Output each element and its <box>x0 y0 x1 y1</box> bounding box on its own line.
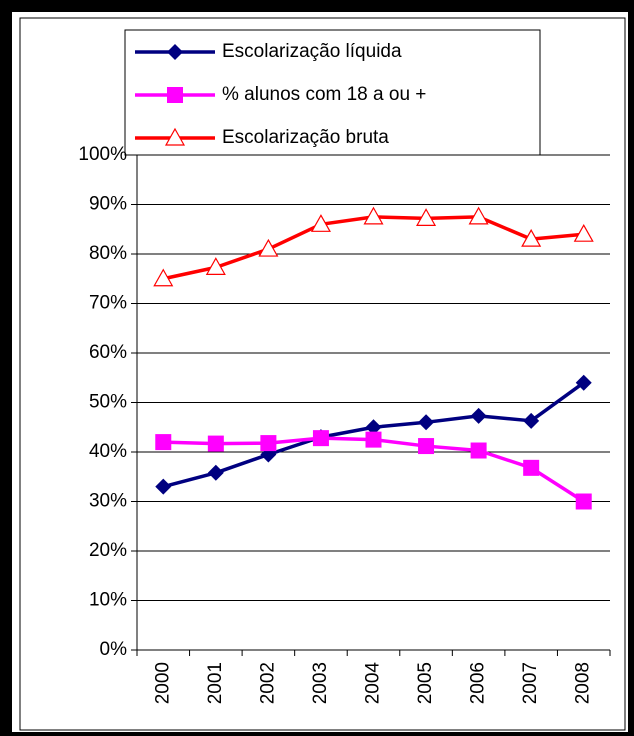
y-tick-label: 10% <box>89 590 127 611</box>
point <box>207 435 224 452</box>
point <box>312 430 329 447</box>
x-tick-label: 2008 <box>573 662 594 704</box>
legend-label: Escolarização bruta <box>222 127 389 148</box>
x-tick-label: 2000 <box>152 662 173 704</box>
point <box>153 268 174 287</box>
point <box>521 228 542 247</box>
point <box>575 374 592 391</box>
point <box>416 208 437 226</box>
x-tick-label: 2003 <box>310 662 331 704</box>
point <box>365 419 382 436</box>
point <box>205 257 226 275</box>
x-tick-label: 2005 <box>415 662 436 704</box>
point <box>575 493 592 510</box>
y-tick-label: 60% <box>89 342 127 363</box>
y-tick-label: 40% <box>89 441 127 462</box>
point <box>523 412 540 429</box>
legend-label: % alunos com 18 a ou + <box>222 84 426 105</box>
x-tick-label: 2001 <box>205 662 226 704</box>
y-tick-label: 80% <box>89 243 127 264</box>
legend-marker <box>164 127 186 146</box>
point <box>418 414 435 431</box>
legend-marker <box>167 87 183 103</box>
point <box>155 478 172 495</box>
legend-label: Escolarização líquida <box>222 41 402 62</box>
point <box>207 464 224 481</box>
point <box>155 434 172 451</box>
x-tick-label: 2002 <box>257 662 278 704</box>
legend-box <box>124 29 541 156</box>
point <box>310 214 331 232</box>
point <box>365 431 382 448</box>
point <box>470 442 487 459</box>
y-tick-label: 70% <box>89 293 127 314</box>
point <box>363 206 384 225</box>
point <box>258 238 279 257</box>
y-tick-label: 30% <box>89 491 127 512</box>
x-tick-label: 2007 <box>520 662 541 704</box>
point <box>260 435 277 452</box>
point <box>418 438 435 455</box>
x-tick-label: 2004 <box>363 662 384 705</box>
y-tick-label: 20% <box>89 540 127 561</box>
point <box>523 459 540 476</box>
y-tick-label: 50% <box>89 392 127 413</box>
point <box>573 223 594 242</box>
legend: Escolarização líquida % alunos com 18 a o… <box>124 29 541 156</box>
y-tick-label: 0% <box>100 639 128 660</box>
y-tick-label: 90% <box>89 194 127 215</box>
point <box>470 407 487 424</box>
y-tick-label: 100% <box>78 144 127 165</box>
point <box>468 206 489 225</box>
x-tick-label: 2006 <box>468 662 489 704</box>
chart-border <box>19 17 626 731</box>
legend-marker <box>167 44 183 60</box>
